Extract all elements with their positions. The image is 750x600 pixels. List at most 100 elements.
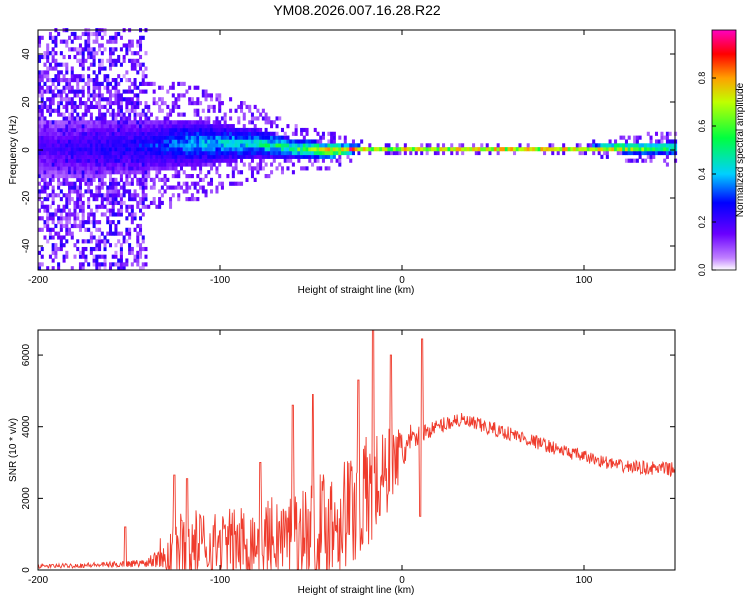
heatmap-cell xyxy=(100,158,104,163)
heatmap-cell xyxy=(199,116,203,121)
heatmap-cell xyxy=(190,162,194,167)
heatmap-cell xyxy=(100,43,104,48)
heatmap-cell xyxy=(199,101,203,106)
heatmap-cell xyxy=(62,147,66,152)
heatmap-cell xyxy=(111,147,115,152)
heatmap-cell xyxy=(130,212,134,217)
heatmap-cell xyxy=(188,135,192,140)
heatmap-cell xyxy=(220,181,224,186)
heatmap-cell xyxy=(70,166,74,171)
heatmap-cell xyxy=(81,216,85,221)
heatmap-cell xyxy=(128,250,132,255)
heatmap-cell xyxy=(73,35,77,40)
heatmap-cell xyxy=(147,116,151,121)
heatmap-cell xyxy=(128,150,132,156)
heatmap-cell xyxy=(81,170,85,175)
heatmap-cell xyxy=(237,154,241,159)
heatmap-cell xyxy=(133,58,137,63)
heatmap-cell xyxy=(264,143,268,148)
heatmap-cell xyxy=(78,154,82,159)
heatmap-cell xyxy=(62,104,66,110)
heatmap-cell xyxy=(139,231,143,236)
heatmap-cell xyxy=(147,143,151,148)
heatmap-cell xyxy=(111,139,115,144)
heatmap-cell xyxy=(87,197,91,202)
heatmap-cell xyxy=(455,150,459,156)
heatmap-cell xyxy=(38,216,42,221)
heatmap-cell xyxy=(87,185,91,190)
heatmap-cell xyxy=(81,158,85,163)
heatmap-cell xyxy=(133,227,137,232)
heatmap-cell xyxy=(38,81,42,86)
heatmap-cell xyxy=(220,131,224,136)
heatmap-cell xyxy=(139,208,143,213)
heatmap-cell xyxy=(38,147,42,152)
heatmap-cell xyxy=(84,104,88,110)
heatmap-cell xyxy=(103,154,107,159)
heatmap-cell xyxy=(390,147,394,152)
heatmap-cell xyxy=(100,170,104,175)
heatmap-cell xyxy=(95,239,99,244)
heatmap-cell xyxy=(229,181,233,186)
heatmap-cell xyxy=(171,185,175,190)
heatmap-cell xyxy=(43,70,47,75)
heatmap-cell xyxy=(264,174,268,179)
heatmap-cell xyxy=(78,124,82,129)
heatmap-cell xyxy=(73,162,77,167)
heatmap-cell xyxy=(130,81,134,86)
heatmap-cell xyxy=(108,162,113,167)
heatmap-cell xyxy=(68,208,72,213)
heatmap-cell xyxy=(496,143,500,148)
heatmap-cell xyxy=(245,150,249,156)
heatmap-cell xyxy=(106,193,110,198)
heatmap-cell xyxy=(111,170,115,175)
heatmap-cell xyxy=(578,147,582,152)
heatmap-cell xyxy=(92,135,96,140)
heatmap-cell xyxy=(68,47,72,52)
heatmap-cell xyxy=(57,127,61,133)
heatmap-cell xyxy=(616,143,620,148)
heatmap-cell xyxy=(122,266,126,271)
heatmap-cell xyxy=(174,131,178,136)
heatmap-cell xyxy=(665,139,669,144)
heatmap-cell xyxy=(562,147,566,152)
heatmap-cell xyxy=(114,250,118,255)
heatmap-cell xyxy=(122,147,126,152)
colorbar-tick-label: 0.2 xyxy=(697,216,707,229)
heatmap-cell xyxy=(485,143,489,148)
heatmap-cell xyxy=(543,150,547,156)
heatmap-cell xyxy=(40,85,44,90)
heatmap-cell xyxy=(95,131,99,136)
heatmap-cell xyxy=(185,189,189,194)
heatmap-cell xyxy=(46,97,50,102)
heatmap-cell xyxy=(174,170,178,175)
heatmap-cell xyxy=(81,200,85,206)
heatmap-cell xyxy=(196,112,200,117)
heatmap-cell xyxy=(48,112,52,117)
heatmap-cell xyxy=(209,189,214,194)
heatmap-cell xyxy=(663,158,667,163)
heatmap-cell xyxy=(218,150,222,156)
heatmap-cell xyxy=(130,58,134,63)
heatmap-cell xyxy=(111,35,115,40)
heatmap-cell xyxy=(155,150,159,156)
heatmap-cell xyxy=(171,150,175,156)
heatmap-cell xyxy=(160,158,164,163)
heatmap-cell xyxy=(199,166,203,171)
heatmap-cell xyxy=(603,143,607,148)
heatmap-cell xyxy=(250,170,254,175)
colorbar-label: Normalized spectral amplitude xyxy=(735,82,746,217)
heatmap-cell xyxy=(68,97,72,102)
heatmap-cell xyxy=(209,158,214,163)
heatmap-cell xyxy=(160,193,164,198)
heatmap-cell xyxy=(103,131,107,136)
heatmap-cell xyxy=(78,254,82,259)
heatmap-cell xyxy=(133,93,137,98)
heatmap-cell xyxy=(335,143,339,148)
heatmap-cell xyxy=(57,231,61,236)
heatmap-cell xyxy=(98,177,102,182)
heatmap-cell xyxy=(43,170,47,175)
heatmap-cell xyxy=(62,135,66,140)
heatmap-cell xyxy=(179,131,183,136)
heatmap-cell xyxy=(87,81,91,86)
